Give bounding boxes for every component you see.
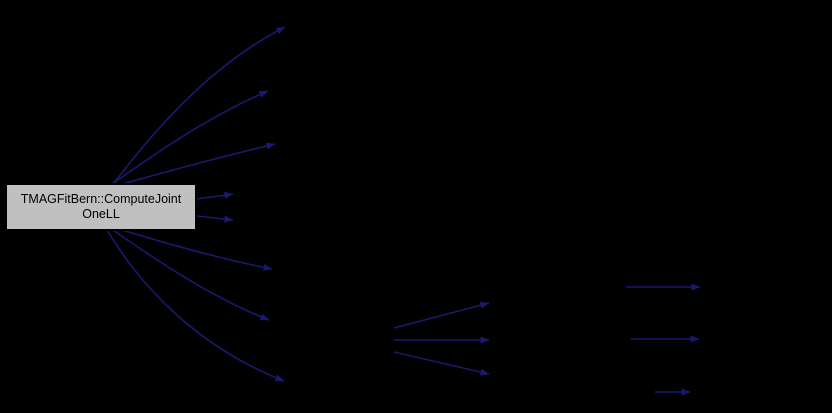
graph-edge [106,229,285,382]
edge-layer [106,26,701,396]
graph-edge [393,301,490,329]
node-label: TMAGFitBern::ComputeJoint OneLL [17,192,185,222]
graph-edge [112,26,286,185]
graph-edge [393,351,490,376]
graph-edge [196,215,234,223]
graph-edge [121,142,276,185]
node-label-line2: OneLL [82,207,120,221]
graph-edge [111,90,269,185]
node-label-line1: TMAGFitBern::ComputeJoint [20,192,182,206]
graph-edge [196,191,234,200]
graph-edge [112,229,270,321]
node-tmagfitbern-computejointonell[interactable]: TMAGFitBern::ComputeJoint OneLL [5,183,197,231]
graph-edge [121,229,273,271]
